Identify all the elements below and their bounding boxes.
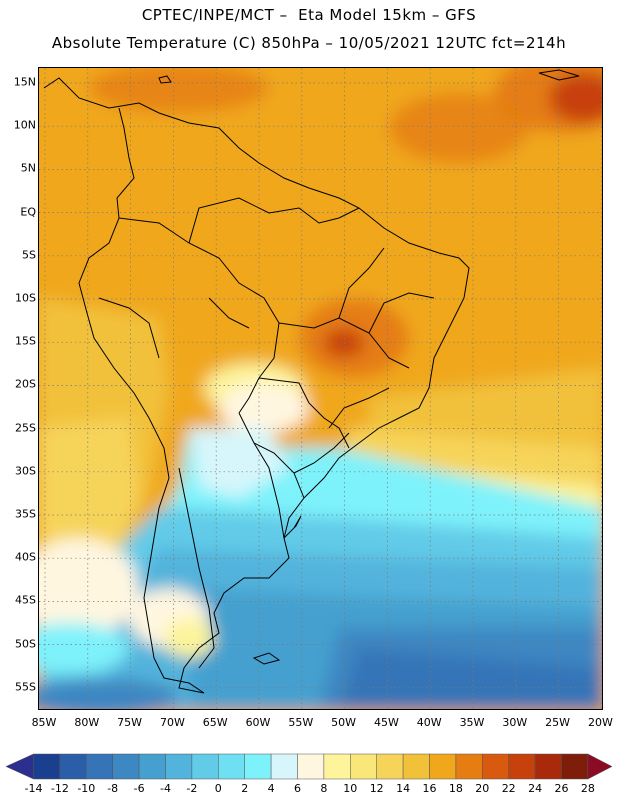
- lon-label: 60W: [245, 716, 271, 729]
- colorbar-tick-label: -6: [133, 782, 145, 795]
- colorbar-swatch: [165, 753, 193, 780]
- lon-label: 75W: [117, 716, 143, 729]
- temperature-field: [39, 68, 602, 709]
- lon-label: 55W: [288, 716, 314, 729]
- lon-label: 35W: [459, 716, 485, 729]
- colorbar-tick-label: -2: [186, 782, 198, 795]
- lat-label: 25S: [15, 421, 36, 435]
- lat-label: 55S: [15, 680, 36, 694]
- colorbar-swatch: [270, 753, 298, 780]
- lon-label: 65W: [202, 716, 228, 729]
- colorbar-swatch: [218, 753, 245, 780]
- lon-label: 45W: [373, 716, 399, 729]
- colorbar-swatch: [112, 753, 140, 780]
- lon-label: 85W: [31, 716, 57, 729]
- colorbar-swatch: [86, 753, 113, 780]
- colorbar-tick-label: 18: [448, 782, 463, 795]
- colorbar-tick-label: 14: [396, 782, 411, 795]
- colorbar-underflow-triangle: [5, 753, 34, 780]
- colorbar-tick-label: 4: [267, 782, 275, 795]
- colorbar-tick-label: 24: [528, 782, 543, 795]
- lat-label: 40S: [15, 550, 36, 564]
- colorbar-swatch: [455, 753, 483, 780]
- lat-label: 5S: [22, 248, 36, 262]
- lat-label: 15S: [15, 334, 36, 348]
- lon-label: 30W: [502, 716, 528, 729]
- colorbar-overflow-triangle: [587, 753, 613, 780]
- colorbar-swatch: [138, 753, 166, 780]
- lat-label: 15N: [13, 75, 36, 89]
- map-subtitle: Absolute Temperature (C) 850hPa – 10/05/…: [51, 34, 567, 52]
- lon-label: 25W: [545, 716, 571, 729]
- lat-label: EQ: [20, 205, 36, 219]
- colorbar-swatch: [350, 753, 377, 780]
- lat-label: 45S: [15, 593, 36, 607]
- lon-label: 80W: [74, 716, 100, 729]
- colorbar-tick-label: -12: [50, 782, 69, 795]
- colorbar-tick-label: 20: [475, 782, 490, 795]
- colorbar-swatch: [59, 753, 87, 780]
- colorbar-swatch: [376, 753, 404, 780]
- colorbar-swatch: [402, 753, 430, 780]
- colorbar-swatch: [191, 753, 219, 780]
- lat-label: 30S: [15, 464, 36, 478]
- lat-label: 50S: [15, 637, 36, 651]
- colorbar-swatch: [244, 753, 272, 780]
- map-title: CPTEC/INPE/MCT – Eta Model 15km – GFS: [141, 6, 477, 24]
- colorbar-tick-label: -14: [24, 782, 43, 795]
- lat-label: 10S: [15, 291, 36, 305]
- lon-label: 70W: [159, 716, 185, 729]
- colorbar-tick-label: 12: [369, 782, 384, 795]
- colorbar-tick-label: -8: [107, 782, 119, 795]
- map-canvas: [39, 68, 602, 709]
- colorbar-swatch: [323, 753, 351, 780]
- lat-label: 5N: [20, 161, 36, 175]
- colorbar-tick-label: -10: [77, 782, 96, 795]
- lat-label: 20S: [15, 377, 36, 391]
- colorbar-swatch: [429, 753, 457, 780]
- colorbar-tick-label: 2: [241, 782, 249, 795]
- lat-label: 35S: [15, 507, 36, 521]
- lon-label: 50W: [331, 716, 357, 729]
- country-borders: [43, 69, 580, 694]
- colorbar-tick-label: 8: [320, 782, 328, 795]
- colorbar-tick-label: 28: [580, 782, 595, 795]
- colorbar-tick-label: 0: [214, 782, 222, 795]
- colorbar-tick-label: 26: [554, 782, 569, 795]
- colorbar-swatch: [508, 753, 536, 780]
- colorbar-tick-label: 10: [343, 782, 358, 795]
- temperature-map: [38, 67, 603, 710]
- lat-lon-grid: [39, 68, 602, 709]
- colorbar-swatch: [561, 753, 589, 780]
- colorbar-tick-label: -4: [160, 782, 171, 795]
- lat-label: 10N: [13, 118, 36, 132]
- colorbar-swatch: [297, 753, 325, 780]
- lon-label: 20W: [587, 716, 613, 729]
- colorbar-swatch: [33, 753, 61, 780]
- colorbar-tick-label: 22: [501, 782, 516, 795]
- lon-label: 40W: [416, 716, 442, 729]
- colorbar-tick-label: 16: [422, 782, 437, 795]
- colorbar-swatch: [534, 753, 562, 780]
- colorbar-swatch: [482, 753, 509, 780]
- colorbar-tick-label: 6: [294, 782, 301, 795]
